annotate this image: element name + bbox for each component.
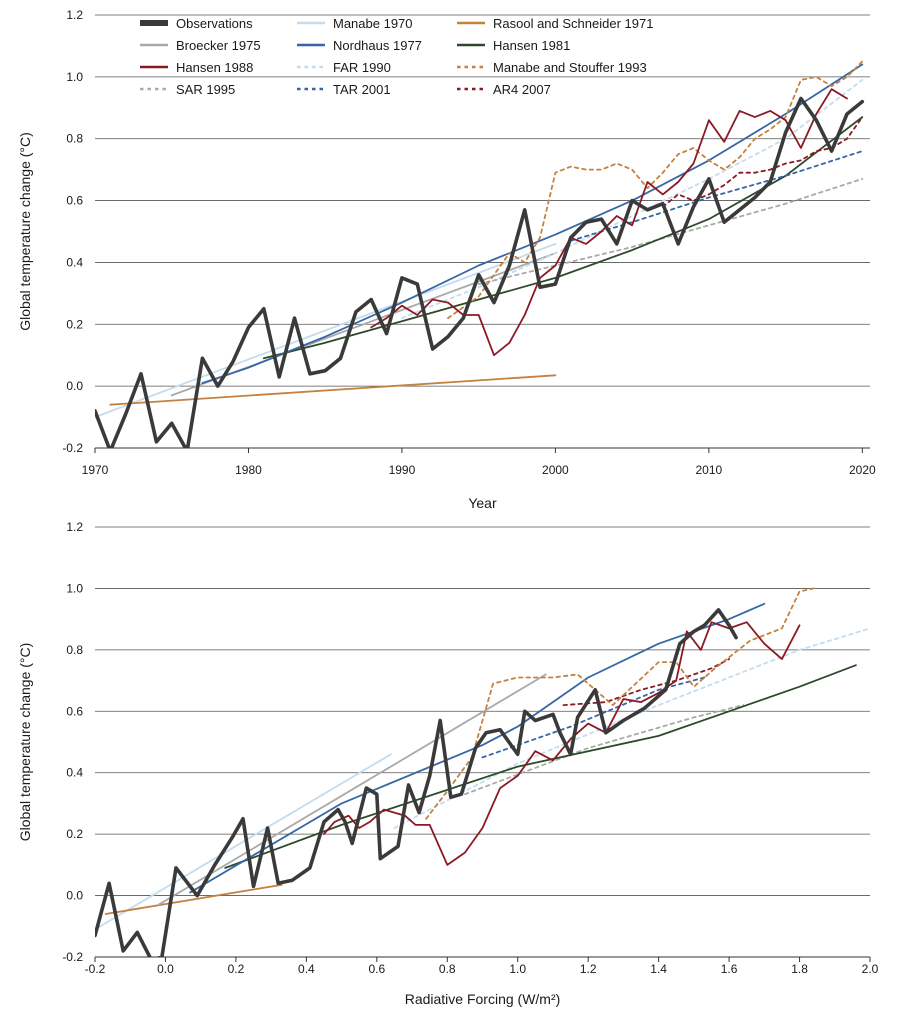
x-tick-label: 1.4 <box>650 962 667 976</box>
x-tick-label: 1.8 <box>791 962 808 976</box>
y-tick-label: 0.6 <box>66 194 83 208</box>
series-tar-2001 <box>481 676 706 759</box>
series-sar-1995 <box>477 177 864 286</box>
y-tick-label: 1.0 <box>66 581 83 595</box>
legend-item-hansen-1988: Hansen 1988 <box>140 60 253 75</box>
legend: Observations Manabe 1970 Rasool and Schnei… <box>140 16 653 97</box>
y-tick-label: 0.0 <box>66 889 83 903</box>
series-far-1990 <box>393 627 870 829</box>
series-far-1990 <box>400 79 864 320</box>
series-rasool-and-schneider-1971 <box>109 374 557 406</box>
x-tick-label: -0.2 <box>85 962 106 976</box>
series-broecker-1975 <box>157 673 547 906</box>
x-tick-label: 2.0 <box>862 962 879 976</box>
y-tick-label: 1.2 <box>66 8 83 22</box>
series-manabe-1970 <box>95 753 392 931</box>
series-group <box>95 587 870 957</box>
y-tick-label: 0.8 <box>66 643 83 657</box>
x-tick-label: 0.6 <box>368 962 385 976</box>
series-observations <box>95 96 865 448</box>
y-axis-label: Global temperature change (°C) <box>17 643 33 842</box>
x-tick-label: 0.0 <box>157 962 174 976</box>
legend-label: Rasool and Schneider 1971 <box>493 16 653 31</box>
series-tar-2001 <box>569 150 864 242</box>
legend-item-observations: Observations <box>140 16 253 31</box>
y-tick-label: 0.2 <box>66 317 83 331</box>
legend-label: FAR 1990 <box>333 60 391 75</box>
series-hansen-1988 <box>370 88 848 357</box>
x-tick-label: 1980 <box>235 463 262 477</box>
series-ar4-2007 <box>562 658 730 706</box>
series-nordhaus-1977 <box>201 63 864 385</box>
legend-item-rasool-and-schneider-1971: Rasool and Schneider 1971 <box>457 16 653 31</box>
x-tick-label: 1990 <box>389 463 416 477</box>
y-tick-label: 0.4 <box>66 255 83 269</box>
series-ar4-2007 <box>661 116 864 208</box>
x-tick-label: 0.2 <box>228 962 245 976</box>
legend-label: Manabe 1970 <box>333 16 413 31</box>
series-hansen-1988 <box>323 621 801 866</box>
x-tick-label: 0.4 <box>298 962 315 976</box>
panel-2: -0.2 0.0 0.2 0.4 0.6 0.8 1.0 1.2 -0.2 0.0 0.2 0.4 0.… <box>17 520 879 1007</box>
series-observations <box>95 608 738 957</box>
y-tick-label: 1.2 <box>66 520 83 534</box>
y-tick-label: -0.2 <box>62 950 83 964</box>
legend-item-sar-1995: SAR 1995 <box>140 82 235 97</box>
y-tick-label: -0.2 <box>62 441 83 455</box>
legend-item-manabe-1970: Manabe 1970 <box>297 16 413 31</box>
y-tick-label: 0.0 <box>66 379 83 393</box>
x-tick-label: 2000 <box>542 463 569 477</box>
x-tick-label: 1.2 <box>580 962 597 976</box>
y-axis-label: Global temperature change (°C) <box>17 132 33 331</box>
x-tick-label: 1.0 <box>509 962 526 976</box>
series-sar-1995 <box>463 704 745 796</box>
series-hansen-1981 <box>224 664 857 869</box>
series-manabe-1970 <box>95 242 557 419</box>
series-manabe-and-stouffer-1993 <box>425 587 815 820</box>
legend-label: Nordhaus 1977 <box>333 38 422 53</box>
x-tick-label: 1.6 <box>721 962 738 976</box>
legend-label: Hansen 1988 <box>176 60 253 75</box>
legend-item-manabe-and-stouffer-1993: Manabe and Stouffer 1993 <box>457 60 647 75</box>
legend-label: AR4 2007 <box>493 82 551 97</box>
y-tick-label: 0.4 <box>66 766 83 780</box>
legend-label: SAR 1995 <box>176 82 235 97</box>
legend-item-far-1990: FAR 1990 <box>297 60 391 75</box>
legend-label: Hansen 1981 <box>493 38 570 53</box>
x-axis-label: Year <box>468 495 497 511</box>
legend-item-ar4-2007: AR4 2007 <box>457 82 551 97</box>
panel-1: -0.2 0.0 0.2 0.4 0.6 0.8 1.0 1.2 1970 1980 1990 200… <box>17 8 876 511</box>
y-tick-label: 0.8 <box>66 132 83 146</box>
y-tick-label: 0.2 <box>66 827 83 841</box>
x-tick-label: 2020 <box>849 463 876 477</box>
series-group <box>95 60 865 448</box>
legend-item-nordhaus-1977: Nordhaus 1977 <box>297 38 422 53</box>
legend-label: Observations <box>176 16 253 31</box>
legend-item-hansen-1981: Hansen 1981 <box>457 38 570 53</box>
y-tick-label: 1.0 <box>66 70 83 84</box>
x-tick-label: 2010 <box>696 463 723 477</box>
x-tick-label: 0.8 <box>439 962 456 976</box>
x-tick-label: 1970 <box>82 463 109 477</box>
legend-item-broecker-1975: Broecker 1975 <box>140 38 261 53</box>
y-tick-label: 0.6 <box>66 704 83 718</box>
x-axis-label: Radiative Forcing (W/m²) <box>405 991 561 1007</box>
legend-label: Broecker 1975 <box>176 38 261 53</box>
legend-label: TAR 2001 <box>333 82 391 97</box>
legend-item-tar-2001: TAR 2001 <box>297 82 391 97</box>
legend-label: Manabe and Stouffer 1993 <box>493 60 647 75</box>
series-rasool-and-schneider-1971 <box>104 883 283 915</box>
